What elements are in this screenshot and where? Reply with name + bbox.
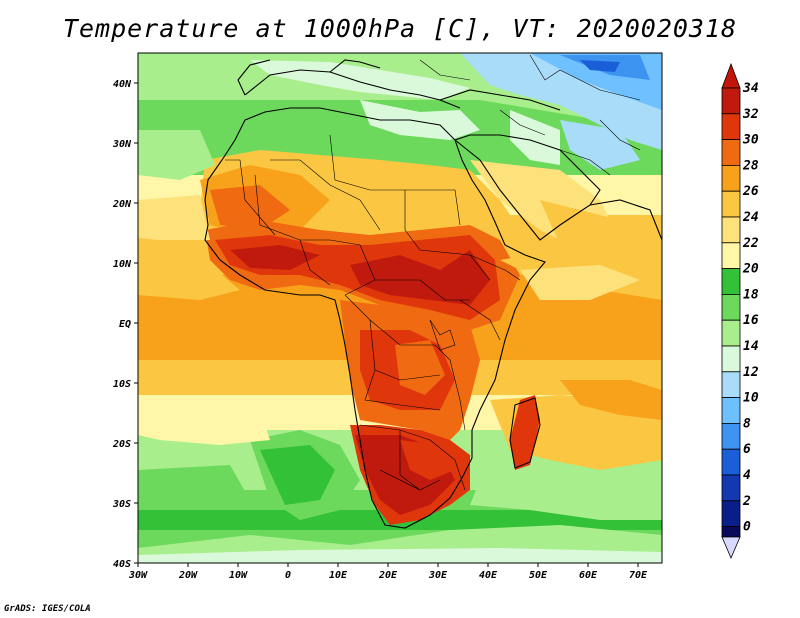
lat-label: 20N (112, 199, 132, 210)
lat-label: 40S (113, 559, 131, 570)
colorbar-cell (721, 190, 741, 218)
lon-label: 70E (629, 570, 648, 581)
temperature-field (138, 53, 662, 563)
colorbar-label: 6 (743, 442, 751, 457)
coastlines (204, 59, 662, 529)
latitude-axis: 40N 30N 20N 10N EQ 10S 20S 30S 40S (112, 79, 138, 570)
lon-label: 10W (229, 570, 248, 581)
colorbar-cell (721, 397, 741, 424)
colorbar-cell (721, 474, 741, 502)
colorbar-label: 28 (742, 158, 759, 173)
lon-label: 50E (529, 570, 548, 581)
colorbar-label: 32 (742, 107, 759, 122)
colorbar-label: 0 (743, 520, 751, 535)
colorbar-label: 12 (743, 365, 759, 380)
colorbar-cell (721, 345, 741, 373)
lat-label: 10N (113, 259, 132, 270)
plot-frame (137, 52, 663, 564)
colorbar-cell (721, 526, 741, 538)
colorbar-min-arrow (721, 536, 741, 560)
colorbar-cell (721, 87, 741, 115)
colorbar-cell (721, 268, 741, 295)
lat-label: EQ (119, 319, 131, 330)
colorbar-label: 4 (743, 468, 751, 483)
colorbar-cell (721, 448, 741, 476)
colorbar-max-arrow (721, 62, 741, 89)
lat-label: 20S (112, 439, 131, 450)
colorbar-cell (721, 216, 741, 244)
colorbar-label: 30 (742, 133, 759, 148)
lon-label: 30E (428, 570, 448, 581)
longitude-axis: 30W 20W 10W 0 10E 20E 30E 40E 50E 60E 70… (128, 563, 648, 581)
colorbar-label: 10 (743, 391, 759, 406)
colorbar-cell (721, 319, 741, 347)
colorbar-label: 18 (743, 287, 759, 302)
lat-label: 30S (112, 499, 131, 510)
lat-label: 10S (113, 379, 131, 390)
credit-label: GrADS: IGES/COLA (4, 604, 91, 614)
colorbar-cell (721, 371, 741, 398)
colorbar-cell (721, 164, 741, 192)
colorbar-label: 2 (742, 494, 751, 509)
colorbar-label: 34 (742, 81, 759, 96)
colorbar-label: 24 (742, 210, 759, 225)
colorbar-cell (721, 113, 741, 141)
colorbar-label: 14 (743, 339, 759, 354)
lon-label: 0 (285, 570, 291, 581)
colorbar-cell (721, 422, 741, 450)
lon-label: 20W (178, 570, 198, 581)
lon-label: 20E (378, 570, 398, 581)
lon-label: 10E (329, 570, 348, 581)
colorbar-cell (721, 500, 741, 527)
colorbar-label: 26 (742, 184, 759, 199)
colorbar-label: 22 (742, 236, 759, 251)
map-title: Temperature at 1000hPa [C], VT: 20200203… (62, 14, 738, 43)
lat-label: 40N (113, 79, 132, 90)
colorbar-cell (721, 139, 741, 166)
lon-label: 60E (579, 570, 598, 581)
colorbar-cell (721, 242, 741, 270)
colorbar-label: 16 (743, 313, 759, 328)
country-borders (225, 54, 641, 491)
lon-label: 30W (128, 570, 148, 581)
lat-label: 30N (112, 139, 132, 150)
colorbar-cell (721, 293, 741, 321)
colorbar-label: 20 (742, 262, 759, 277)
colorbar-label: 8 (743, 416, 751, 431)
lon-label: 40E (479, 570, 498, 581)
